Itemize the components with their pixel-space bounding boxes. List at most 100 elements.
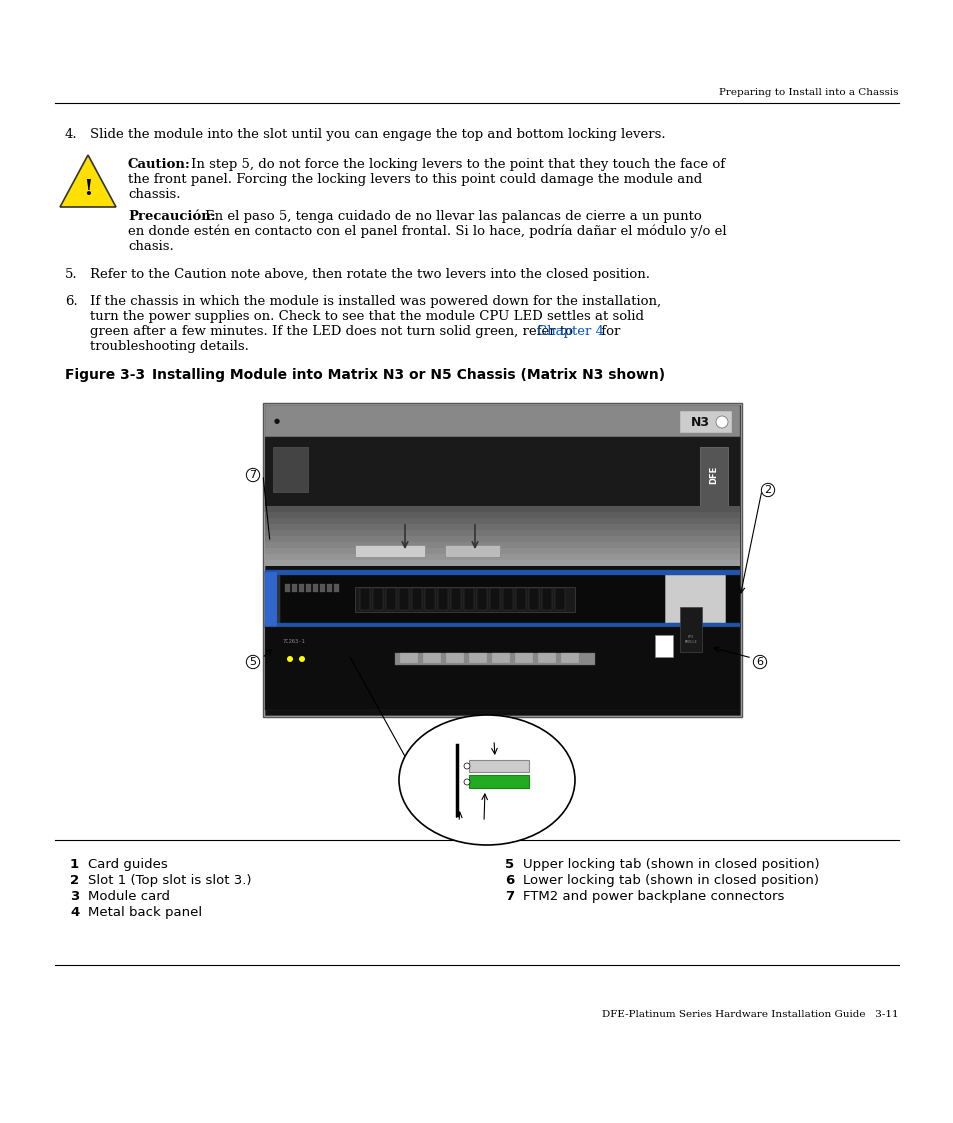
Bar	[265, 570, 740, 575]
Bar	[265, 542, 740, 548]
Text: In step 5, do not force the locking levers to the point that they touch the face: In step 5, do not force the locking leve…	[191, 158, 724, 171]
Bar	[451, 588, 460, 610]
Bar	[386, 588, 395, 610]
Bar	[355, 587, 575, 612]
Text: turn the power supplies on. Check to see that the module CPU LED settles at soli: turn the power supplies on. Check to see…	[90, 310, 643, 323]
Bar	[412, 588, 421, 610]
Polygon shape	[60, 155, 116, 207]
Text: If the chassis in which the module is installed was powered down for the install: If the chassis in which the module is in…	[90, 295, 660, 308]
Text: 5: 5	[250, 657, 256, 667]
Text: 6: 6	[504, 874, 514, 887]
Bar	[298, 584, 304, 592]
Bar	[306, 584, 311, 592]
Bar	[395, 652, 595, 665]
Text: !: !	[83, 177, 92, 200]
Bar	[437, 588, 448, 610]
Text: 4: 4	[488, 725, 495, 734]
Bar	[463, 588, 474, 610]
Bar	[265, 536, 740, 542]
Text: DFE-Platinum Series Hardware Installation Guide   3-11: DFE-Platinum Series Hardware Installatio…	[601, 1010, 898, 1019]
Bar	[265, 627, 740, 710]
Bar	[516, 588, 525, 610]
Text: Upper locking tab (shown in closed position): Upper locking tab (shown in closed posit…	[522, 858, 819, 871]
Bar	[355, 545, 424, 557]
Bar	[265, 572, 280, 627]
Bar	[313, 584, 317, 592]
Bar	[265, 623, 740, 628]
Text: 4.: 4.	[65, 128, 77, 141]
Bar	[265, 506, 740, 512]
Bar	[555, 588, 564, 610]
Text: Lower locking tab (shown in closed position): Lower locking tab (shown in closed posit…	[522, 874, 818, 887]
Bar	[469, 775, 529, 788]
Bar	[265, 437, 740, 512]
Text: 6: 6	[756, 657, 762, 667]
Bar	[537, 652, 556, 663]
Bar	[444, 545, 499, 557]
Text: En el paso 5, tenga cuidado de no llevar las palancas de cierre a un punto: En el paso 5, tenga cuidado de no llevar…	[205, 210, 701, 223]
Text: 7: 7	[504, 891, 514, 903]
Circle shape	[463, 763, 470, 769]
Text: Figure 3-3: Figure 3-3	[65, 368, 145, 382]
Bar	[292, 584, 296, 592]
Text: FTM2 and power backplane connectors: FTM2 and power backplane connectors	[522, 891, 783, 903]
Text: Preparing to Install into a Chassis: Preparing to Install into a Chassis	[719, 88, 898, 97]
Bar	[265, 530, 740, 536]
Bar	[469, 760, 529, 772]
Text: troubleshooting details.: troubleshooting details.	[90, 340, 249, 353]
Bar	[359, 588, 370, 610]
Text: chassis.: chassis.	[128, 188, 180, 201]
Bar	[541, 588, 552, 610]
Text: Module card: Module card	[88, 891, 170, 903]
Bar	[263, 403, 741, 716]
Text: Slide the module into the slot until you can engage the top and bottom locking l: Slide the module into the slot until you…	[90, 128, 665, 141]
Text: Precaución:: Precaución:	[128, 210, 215, 223]
Bar	[422, 652, 440, 663]
Bar	[265, 405, 740, 437]
Bar	[679, 608, 701, 652]
Bar	[319, 584, 325, 592]
Bar	[679, 411, 731, 433]
Bar	[446, 652, 463, 663]
Text: Card guides: Card guides	[88, 858, 168, 871]
Text: 5.: 5.	[65, 268, 77, 281]
Bar	[502, 588, 513, 610]
Bar	[560, 652, 578, 663]
Text: green after a few minutes. If the LED does not turn solid green, refer to: green after a few minutes. If the LED do…	[90, 325, 577, 338]
Text: 2: 2	[70, 874, 79, 887]
Bar	[469, 652, 486, 663]
Bar	[265, 512, 740, 518]
Bar	[265, 405, 740, 715]
Bar	[424, 588, 435, 610]
Text: Caution:: Caution:	[128, 158, 191, 171]
Text: 2: 2	[763, 485, 771, 495]
Text: Refer to the Caution note above, then rotate the two levers into the closed posi: Refer to the Caution note above, then ro…	[90, 268, 649, 281]
Bar	[285, 584, 290, 592]
Text: 5: 5	[504, 858, 514, 871]
Text: 1: 1	[70, 858, 79, 871]
Text: Installing Module into Matrix N3 or N5 Chassis (Matrix N3 shown): Installing Module into Matrix N3 or N5 C…	[152, 368, 664, 382]
Text: en donde estén en contacto con el panel frontal. Si lo hace, podría dañar el mód: en donde estén en contacto con el panel …	[128, 225, 726, 238]
Circle shape	[298, 656, 305, 661]
Bar	[265, 560, 740, 566]
Ellipse shape	[398, 715, 575, 844]
Circle shape	[716, 416, 727, 428]
Text: 7: 7	[249, 471, 256, 480]
Bar	[398, 588, 409, 610]
Bar	[492, 652, 510, 663]
Bar	[700, 447, 727, 506]
Text: for: for	[597, 325, 619, 338]
Text: 3: 3	[70, 891, 79, 903]
Text: DFE: DFE	[709, 466, 718, 484]
Bar	[476, 588, 486, 610]
Bar	[490, 588, 499, 610]
Bar	[529, 588, 538, 610]
Text: Metal back panel: Metal back panel	[88, 906, 202, 919]
Text: 3: 3	[478, 827, 485, 837]
Bar	[334, 584, 338, 592]
Bar	[265, 572, 276, 627]
Text: the front panel. Forcing the locking levers to this point could damage the modul: the front panel. Forcing the locking lev…	[128, 173, 701, 186]
Bar	[515, 652, 533, 663]
Bar	[273, 447, 308, 492]
Circle shape	[463, 779, 470, 785]
